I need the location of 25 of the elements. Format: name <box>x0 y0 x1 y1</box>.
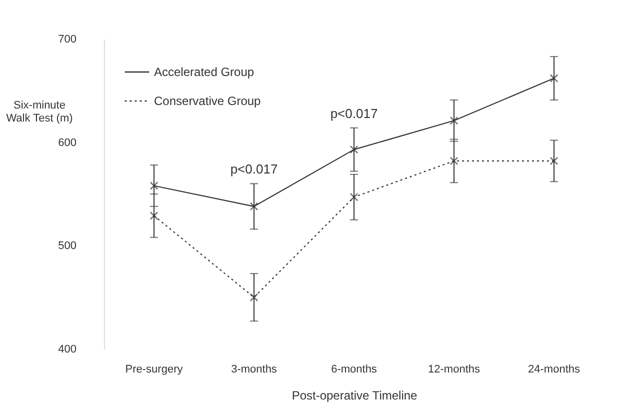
y-axis-title: Six-minute Walk Test (m) <box>6 100 73 124</box>
y-tick-label: 700 <box>58 34 76 46</box>
annotation: p<0.017 <box>230 162 278 177</box>
legend-label: Accelerated Group <box>154 65 254 79</box>
x-axis-title: Post-operative Timeline <box>292 388 418 402</box>
point <box>250 202 258 211</box>
x-tick-label: Pre-surgery <box>125 364 184 376</box>
x-tick-label: 12-months <box>428 364 480 376</box>
x-tick-label: 3-months <box>231 364 278 376</box>
point <box>450 156 458 166</box>
legend-label: Conservative Group <box>154 94 262 108</box>
x-tick-label: 24-months <box>528 364 580 376</box>
x-tick-label: 6-months <box>331 364 378 376</box>
annotation: p<0.017 <box>330 106 378 121</box>
point <box>250 293 258 302</box>
point <box>350 145 358 154</box>
y-tick-label: 500 <box>58 240 76 252</box>
point <box>550 156 558 166</box>
point <box>550 74 558 82</box>
point <box>350 192 358 202</box>
y-tick-label: 400 <box>58 344 76 356</box>
point <box>150 182 158 190</box>
point <box>450 116 458 125</box>
y-tick-label: 600 <box>58 136 76 149</box>
point <box>150 212 158 220</box>
